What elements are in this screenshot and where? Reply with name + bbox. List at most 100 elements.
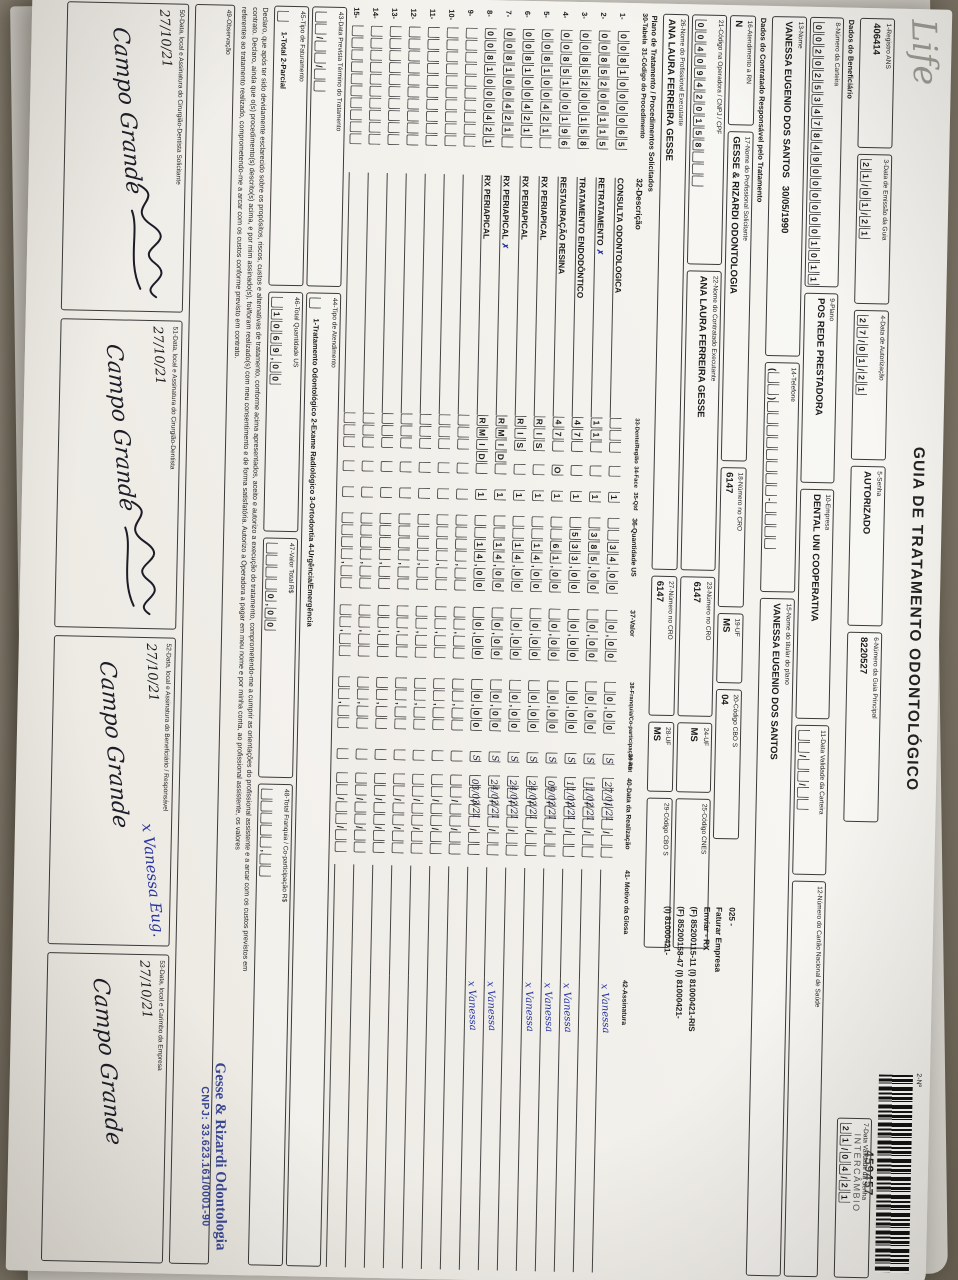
digit-box xyxy=(376,645,389,657)
digit-box xyxy=(415,605,428,617)
digit-box xyxy=(429,831,442,843)
box-separator: / xyxy=(313,64,324,68)
cell-assinatura xyxy=(325,973,333,1267)
cell-face xyxy=(531,464,545,490)
digit-box xyxy=(448,843,461,855)
digit-box xyxy=(565,680,578,693)
cell-dente xyxy=(608,417,622,466)
box-separator: / xyxy=(543,829,554,833)
digit-box xyxy=(454,526,467,538)
box-separator: / xyxy=(314,36,325,40)
digit-box xyxy=(464,39,478,51)
cell-codigo: 12- xyxy=(405,8,421,173)
digit-box xyxy=(562,833,575,846)
cell-codigo: 11- xyxy=(424,9,440,174)
field-profissional-solicitante: 17-Nome do Profissional Solicitante GESS… xyxy=(720,131,754,462)
digit-box xyxy=(313,68,326,80)
digit-box xyxy=(260,824,273,836)
digit-box xyxy=(456,426,469,438)
digit-box xyxy=(505,844,518,856)
digit-box: 0 xyxy=(482,99,495,112)
digit-box: 0 xyxy=(564,709,578,721)
digit-box: 8 xyxy=(502,52,515,64)
digit-box xyxy=(464,63,477,75)
digit-box xyxy=(568,516,582,529)
digit-box: 2 xyxy=(539,113,552,125)
box-separator: / xyxy=(467,828,478,832)
digit-box xyxy=(608,441,621,453)
cell-qtd xyxy=(379,486,392,513)
digit-box xyxy=(358,564,372,577)
digit-box: 0 xyxy=(548,568,562,581)
digit-box: 8 xyxy=(483,51,496,64)
field-guia-principal: 6-Número da Guia Principal 8220527 xyxy=(843,631,883,823)
digit-box xyxy=(378,524,391,537)
digit-box xyxy=(432,690,445,702)
cell-face xyxy=(342,460,355,486)
digit-box: 0 xyxy=(586,581,599,594)
digit-box: 0 xyxy=(577,89,591,102)
digit-box: 6 xyxy=(549,540,562,552)
digit-box xyxy=(392,773,405,785)
box-separator: / xyxy=(334,825,345,829)
digit-box: 2 xyxy=(482,123,495,136)
digit-box xyxy=(388,61,401,74)
digit-box xyxy=(349,85,363,97)
box-separator: , xyxy=(584,706,595,709)
box-separator: , xyxy=(530,565,541,568)
digit-box xyxy=(406,122,419,134)
digit-box: R xyxy=(476,414,489,427)
cell-franquia: 0,00 xyxy=(583,681,597,753)
digit-box xyxy=(387,121,400,134)
digit-box xyxy=(372,813,385,825)
digit-box xyxy=(418,425,432,437)
field-cro-prof-executante: 27-Número no CRO 6147 xyxy=(647,575,678,717)
digit-box xyxy=(265,578,278,590)
digit-box xyxy=(392,749,406,761)
digit-box: D xyxy=(475,450,488,463)
cell-aut xyxy=(355,748,368,772)
digit-box xyxy=(462,135,476,147)
digit-box: 0 xyxy=(605,582,618,594)
digit-box xyxy=(359,512,373,524)
cell-face xyxy=(607,465,621,492)
digit-box xyxy=(393,705,407,718)
cell-quantidade-us: , xyxy=(339,512,354,604)
digit-box: 0 xyxy=(807,249,821,262)
digit-box xyxy=(342,424,356,436)
digit-box xyxy=(524,833,537,845)
digit-box xyxy=(368,109,381,121)
digit-box xyxy=(340,512,354,524)
cell-aut: S xyxy=(525,752,539,776)
box-separator: / xyxy=(353,825,364,829)
digit-box: 0 xyxy=(483,39,497,52)
digit-box xyxy=(391,842,404,854)
digit-box: 0 xyxy=(604,638,617,650)
digit-box xyxy=(271,296,284,308)
digit-box xyxy=(335,784,348,796)
digit-box xyxy=(265,554,279,566)
digit-box xyxy=(378,512,392,525)
digit-box xyxy=(259,864,272,877)
cell-valor: 0,00 xyxy=(585,609,599,681)
digit-box xyxy=(566,608,580,621)
field-telefone: 14-Telefone ( ) - xyxy=(760,361,800,593)
digit-box: 0 xyxy=(528,636,541,648)
box-separator: , xyxy=(376,629,387,633)
barcode-field-label: 2-Nº xyxy=(914,1073,923,1088)
digit-box xyxy=(338,644,351,656)
digit-box xyxy=(463,87,477,99)
digit-box: 7 xyxy=(551,428,564,440)
digit-box: 1 xyxy=(589,429,602,441)
cell-data-realizacao: / / 24/02/21 xyxy=(524,776,538,868)
data-nascimento: 30/05/1990 xyxy=(778,185,791,234)
digit-box xyxy=(340,536,353,548)
cell-valor: , xyxy=(357,604,371,676)
box-separator: , xyxy=(414,630,425,634)
life-logo: Life xyxy=(903,18,946,87)
digit-box xyxy=(400,413,413,425)
digit-box xyxy=(452,634,465,647)
cell-dente: 47 xyxy=(570,416,584,465)
handwritten-signature: x Vanessa xyxy=(465,980,478,1031)
digit-box: 2 xyxy=(693,91,706,103)
